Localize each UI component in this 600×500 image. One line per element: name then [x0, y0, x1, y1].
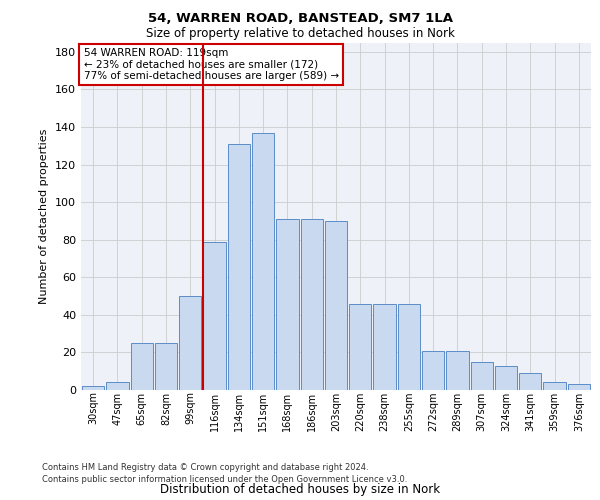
- Text: Size of property relative to detached houses in Nork: Size of property relative to detached ho…: [146, 28, 454, 40]
- Bar: [568, 384, 590, 390]
- Bar: [203, 242, 226, 390]
- Text: Contains HM Land Registry data © Crown copyright and database right 2024.: Contains HM Land Registry data © Crown c…: [42, 464, 368, 472]
- Bar: [544, 382, 566, 390]
- Bar: [495, 366, 517, 390]
- Bar: [131, 343, 153, 390]
- Bar: [179, 296, 202, 390]
- Text: Distribution of detached houses by size in Nork: Distribution of detached houses by size …: [160, 483, 440, 496]
- Bar: [349, 304, 371, 390]
- Bar: [446, 350, 469, 390]
- Text: Contains public sector information licensed under the Open Government Licence v3: Contains public sector information licen…: [42, 475, 407, 484]
- Bar: [227, 144, 250, 390]
- Bar: [276, 219, 299, 390]
- Text: 54, WARREN ROAD, BANSTEAD, SM7 1LA: 54, WARREN ROAD, BANSTEAD, SM7 1LA: [148, 12, 452, 26]
- Bar: [373, 304, 396, 390]
- Bar: [325, 221, 347, 390]
- Bar: [82, 386, 104, 390]
- Bar: [106, 382, 128, 390]
- Bar: [519, 373, 541, 390]
- Bar: [252, 132, 274, 390]
- Text: 54 WARREN ROAD: 119sqm
← 23% of detached houses are smaller (172)
77% of semi-de: 54 WARREN ROAD: 119sqm ← 23% of detached…: [83, 48, 338, 81]
- Y-axis label: Number of detached properties: Number of detached properties: [40, 128, 49, 304]
- Bar: [301, 219, 323, 390]
- Bar: [155, 343, 177, 390]
- Bar: [422, 350, 445, 390]
- Bar: [470, 362, 493, 390]
- Bar: [398, 304, 420, 390]
